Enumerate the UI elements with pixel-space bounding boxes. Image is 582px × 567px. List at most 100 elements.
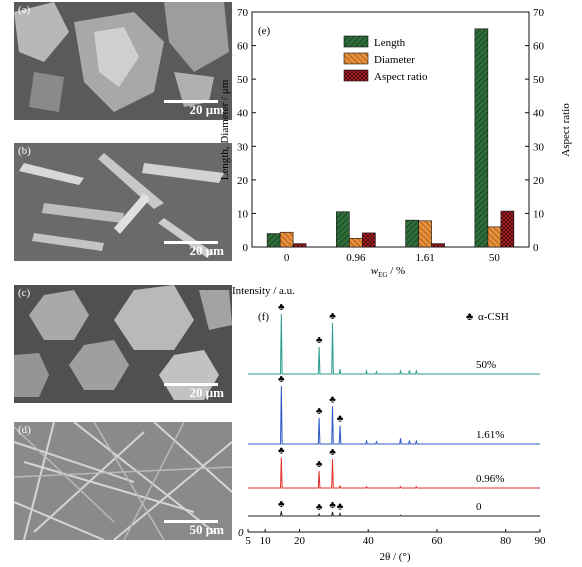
y-axis-title-f: Intensity / a.u. — [232, 285, 295, 297]
series-label-f-3: 0 — [476, 501, 482, 513]
csh-peak-marker: ♣ — [337, 502, 344, 513]
y2-tick-label-e: 50 — [533, 74, 545, 86]
bar-aspect-ratio-3 — [500, 210, 515, 248]
bar-aspect-ratio-1 — [362, 232, 376, 248]
bar-chart-e: (e) 0 0 10 10 20 20 30 30 40 40 50 50 60 60 70 70 0 0.96… — [219, 7, 572, 279]
y2-tick-label-e: 60 — [533, 41, 545, 53]
panel-label-c: (c) — [18, 287, 31, 299]
y2-tick-label-e: 40 — [533, 108, 545, 120]
panel-label-f: (f) — [258, 311, 269, 323]
scale-text-a: 20 μm — [189, 102, 224, 117]
scale-bar-a — [164, 100, 218, 103]
y-axis-title-e: Length, Diameter / μm — [219, 79, 231, 180]
csh-peak-marker: ♣ — [278, 499, 285, 510]
csh-peak-marker: ♣ — [278, 445, 285, 456]
bar-length-2 — [405, 219, 419, 248]
x-tick-label-e: 0 — [284, 252, 290, 264]
y2-tick-label-e: 0 — [533, 242, 539, 254]
csh-peak-marker: ♣ — [316, 406, 323, 417]
plot-frame-e — [251, 11, 530, 248]
scale-text-c: 20 μm — [189, 385, 224, 400]
sem-texture-a — [14, 2, 232, 120]
x-tick-label-e: 0.96 — [346, 252, 366, 264]
panel-label-a: (a) — [18, 4, 31, 16]
bar-aspect-ratio-2 — [431, 243, 445, 248]
y-tick-label-e: 60 — [237, 41, 249, 53]
y-tick-label-e: 0 — [243, 242, 249, 254]
x-axis-title-e: wEG / % — [371, 265, 405, 279]
y-tick-label-e: 40 — [237, 108, 249, 120]
y2-tick-label-e: 70 — [533, 7, 545, 19]
y2-tick-label-e: 10 — [533, 208, 545, 220]
csh-peak-marker: ♣ — [329, 447, 336, 458]
panel-label-e: (e) — [258, 25, 271, 37]
y-tick-label-e: 70 — [237, 7, 249, 19]
csh-peak-marker: ♣ — [278, 374, 285, 385]
x-axis-title-main-e: w — [371, 265, 379, 277]
csh-peak-marker: ♣ — [337, 413, 344, 424]
x-tick-label-e: 50 — [489, 252, 501, 264]
bar-diameter-0 — [279, 231, 294, 248]
legend-swatch-1 — [343, 52, 369, 65]
xrd-pattern-2 — [248, 457, 540, 489]
bar-length-0 — [266, 233, 281, 248]
x-axis-title-unit-e: / % — [387, 265, 405, 277]
legend-label-f: α-CSH — [478, 311, 509, 323]
legend-label-0: Length — [374, 37, 406, 49]
x-tick-label-f: 60 — [431, 535, 443, 547]
csh-peak-marker: ♣ — [329, 311, 336, 322]
x-axis-title-f: 2θ / (°) — [379, 551, 410, 563]
bar-aspect-ratio-0 — [292, 243, 307, 248]
sem-image-c: (c) 20 μm — [14, 285, 232, 403]
csh-peak-marker: ♣ — [316, 502, 323, 513]
series-label-f-2: 0.96% — [476, 473, 504, 485]
legend-label-2: Aspect ratio — [374, 71, 428, 83]
x-tick-label-e: 1.61 — [416, 252, 435, 264]
scale-text-b: 20 μm — [189, 243, 224, 258]
x-axis-title-sub-e: EG — [378, 271, 387, 279]
bar-diameter-2 — [418, 220, 432, 248]
series-label-f-1: 1.61% — [476, 429, 504, 441]
x-tick-label-f: 5 — [245, 535, 251, 547]
origin-label-f: 0 — [238, 527, 244, 539]
csh-peak-marker: ♣ — [316, 459, 323, 470]
scale-bar-d — [164, 520, 218, 523]
bar-diameter-3 — [487, 226, 502, 248]
scale-bar-b — [164, 241, 218, 244]
csh-peak-marker: ♣ — [329, 394, 336, 405]
scale-text-d: 50 μm — [189, 522, 224, 537]
bar-length-3 — [474, 28, 489, 248]
panel-label-d: (d) — [18, 424, 31, 436]
sem-image-b: (b) 20 μm — [14, 143, 232, 261]
series-label-f-0: 50% — [476, 359, 496, 371]
legend-swatch-2 — [343, 69, 369, 82]
y-tick-label-e: 10 — [237, 208, 249, 220]
y-tick-label-e: 50 — [237, 74, 249, 86]
scale-bar-c — [164, 383, 218, 386]
x-tick-label-f: 80 — [500, 535, 512, 547]
y2-tick-label-e: 30 — [533, 141, 545, 153]
csh-peak-marker: ♣ — [278, 302, 285, 313]
xrd-pattern-0 — [248, 313, 540, 375]
legend-label-1: Diameter — [374, 54, 415, 66]
bar-diameter-1 — [349, 237, 363, 248]
x-tick-label-f: 10 — [260, 535, 272, 547]
csh-peak-marker: ♣ — [316, 335, 323, 346]
xrd-pattern-3 — [248, 511, 540, 517]
y2-axis-title-e: Aspect ratio — [560, 103, 572, 157]
y-tick-label-e: 20 — [237, 175, 249, 187]
csh-peak-marker: ♣ — [329, 500, 336, 511]
y-tick-label-e: 30 — [237, 141, 249, 153]
y2-tick-label-e: 20 — [533, 175, 545, 187]
sem-image-a: (a) 20 μm — [14, 2, 232, 120]
bar-length-1 — [336, 211, 350, 248]
panel-label-b: (b) — [18, 145, 31, 157]
xrd-pattern-1 — [248, 385, 540, 445]
legend-swatch-0 — [343, 35, 369, 48]
sem-image-d: (d) 50 μm — [14, 422, 232, 540]
legend-symbol-f: ♣ — [466, 311, 473, 323]
sem-texture-b — [14, 143, 232, 261]
x-tick-label-f: 90 — [535, 535, 547, 547]
x-tick-label-f: 20 — [294, 535, 306, 547]
x-tick-label-f: 40 — [363, 535, 375, 547]
